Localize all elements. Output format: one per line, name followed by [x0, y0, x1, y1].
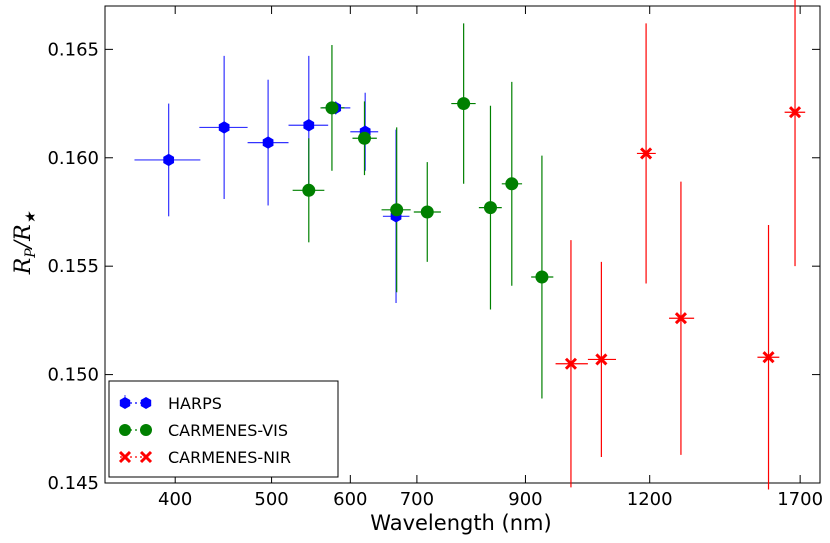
- legend-entry-carmenes-vis: CARMENES-VIS: [119, 421, 288, 440]
- ticks-layer: 400 500 600 700 900 1200 1700 0.145 0.150 0.155 0.…: [47, 6, 823, 510]
- x-tick-label: 400: [158, 489, 192, 510]
- y-axis-label-sub-den: ★: [23, 210, 39, 224]
- y-tick-label: 0.160: [47, 148, 99, 169]
- point-carmenes-vis: [390, 203, 404, 217]
- y-axis-label-sub-num: P: [23, 248, 39, 259]
- legend-marker-vis-1: [119, 424, 131, 436]
- point-carmenes-vis: [535, 270, 549, 284]
- y-tick-label: 0.155: [47, 256, 99, 277]
- legend-marker-nir-2: [139, 450, 153, 464]
- point-carmenes-nir: [640, 147, 653, 160]
- point-carmenes-vis: [483, 201, 497, 215]
- y-tick-label: 0.150: [47, 365, 99, 386]
- y-tick-label: 0.145: [47, 473, 99, 494]
- legend-marker-nir-1: [118, 450, 132, 464]
- point-carmenes-vis: [457, 97, 471, 111]
- legend-label-carmenes-vis: CARMENES-VIS: [168, 421, 288, 440]
- point-carmenes-vis: [357, 131, 371, 145]
- point-carmenes-vis: [505, 177, 519, 191]
- errorbar-carmenes-nir-5: [784, 0, 806, 267]
- plot-area-frame: [104, 5, 821, 484]
- legend-marker-harps-1: [119, 397, 131, 409]
- point-carmenes-nir: [674, 312, 687, 325]
- legend-entry-harps: HARPS: [119, 394, 222, 413]
- point-carmenes-nir: [788, 106, 802, 119]
- x-tick-label: 900: [508, 489, 542, 510]
- legend: HARPS CARMENES-VIS CARMENES-NIR: [108, 380, 339, 478]
- y-tick-label: 0.165: [47, 39, 99, 60]
- point-harps: [262, 136, 274, 149]
- x-axis-label: Wavelength (nm): [370, 511, 551, 535]
- legend-label-harps: HARPS: [168, 394, 222, 413]
- point-harps: [163, 153, 175, 167]
- legend-marker-vis-2: [140, 424, 152, 436]
- y-axis-label-slash: /R: [11, 224, 36, 250]
- legend-label-carmenes-nir: CARMENES-NIR: [168, 448, 291, 467]
- markers-layer: [163, 97, 802, 370]
- point-carmenes-vis: [325, 101, 339, 115]
- y-axis-label-main: R: [11, 258, 36, 276]
- x-tick-label: 500: [254, 489, 288, 510]
- point-carmenes-nir: [595, 353, 608, 366]
- svg-text:RP/R★: RP/R★: [11, 210, 39, 275]
- legend-marker-harps-2: [140, 397, 152, 409]
- x-tick-label: 600: [333, 489, 367, 510]
- point-carmenes-vis: [420, 205, 434, 219]
- legend-entry-carmenes-nir: CARMENES-NIR: [118, 448, 291, 467]
- point-harps: [303, 119, 315, 132]
- point-carmenes-nir: [564, 357, 578, 370]
- point-harps: [218, 121, 230, 134]
- y-axis-label: RP/R★: [11, 210, 39, 275]
- x-tick-label: 1200: [627, 489, 673, 510]
- x-tick-label: 700: [400, 489, 434, 510]
- point-carmenes-nir: [762, 351, 775, 364]
- point-carmenes-vis: [302, 183, 316, 197]
- x-tick-label: 1700: [777, 489, 823, 510]
